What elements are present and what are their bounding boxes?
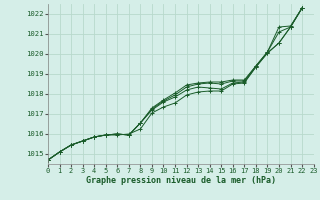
X-axis label: Graphe pression niveau de la mer (hPa): Graphe pression niveau de la mer (hPa)	[86, 176, 276, 185]
